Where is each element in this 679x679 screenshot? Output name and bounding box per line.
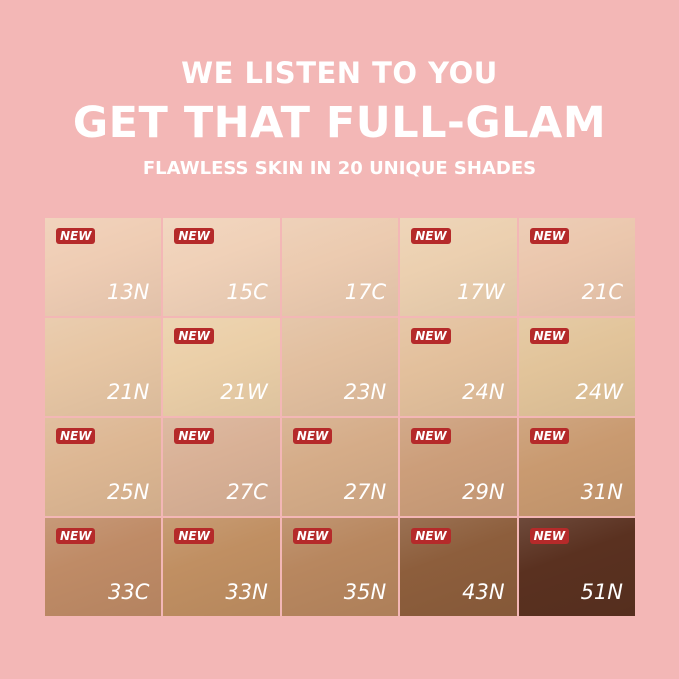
- new-badge: NEW: [411, 428, 451, 444]
- shade-swatch-21w: NEW 21W: [163, 318, 280, 416]
- shade-swatch-33c: NEW 33C: [45, 518, 162, 616]
- new-badge: NEW: [292, 528, 333, 544]
- shade-label: 25N: [106, 480, 150, 504]
- shade-swatch-23n: 23N: [281, 318, 399, 416]
- shade-label: 21W: [220, 380, 268, 404]
- new-badge: NEW: [174, 228, 214, 244]
- shade-swatch-17c: 17C: [281, 218, 399, 316]
- shade-swatch-17w: NEW 17W: [400, 218, 517, 316]
- shade-label: 23N: [343, 380, 387, 404]
- new-badge: NEW: [411, 228, 451, 244]
- shade-swatch-13n: NEW 13N: [45, 218, 162, 316]
- new-badge: NEW: [529, 528, 570, 544]
- new-badge: NEW: [529, 228, 570, 244]
- shade-swatch-31n: NEW 31N: [518, 418, 635, 516]
- shade-label: 33N: [225, 580, 268, 604]
- new-badge: NEW: [174, 528, 214, 544]
- shade-swatch-24w: NEW 24W: [518, 318, 635, 416]
- shade-swatch-25n: NEW 25N: [45, 418, 162, 516]
- shade-label: 24N: [462, 380, 505, 404]
- shade-swatch-21c: NEW 21C: [518, 218, 635, 316]
- shade-label: 21N: [106, 380, 150, 404]
- shade-swatch-21n: 21N: [45, 318, 162, 416]
- shade-grid: NEW 13N NEW 15C 17C NEW 17W NEW 21C 21N NEW 21W 23N N…: [45, 218, 635, 616]
- shade-label: 27N: [343, 480, 387, 504]
- shade-label: 51N: [580, 580, 623, 604]
- headline: GET THAT FULL-GLAM: [72, 98, 607, 148]
- shade-swatch-35n: NEW 35N: [281, 518, 399, 616]
- shade-swatch-29n: NEW 29N: [400, 418, 517, 516]
- new-badge: NEW: [529, 428, 570, 444]
- new-badge: NEW: [174, 328, 214, 344]
- new-badge: NEW: [56, 528, 96, 544]
- shade-swatch-43n: NEW 43N: [400, 518, 517, 616]
- shade-swatch-27n: NEW 27N: [281, 418, 399, 516]
- shade-label: 13N: [106, 280, 150, 304]
- new-badge: NEW: [56, 428, 96, 444]
- shade-swatch-24n: NEW 24N: [400, 318, 517, 416]
- shade-label: 15C: [226, 280, 268, 304]
- new-badge: NEW: [56, 228, 96, 244]
- shade-label: 35N: [343, 580, 387, 604]
- shade-label: 24W: [575, 380, 624, 404]
- new-badge: NEW: [411, 528, 451, 544]
- new-badge: NEW: [292, 428, 333, 444]
- shade-swatch-33n: NEW 33N: [163, 518, 280, 616]
- new-badge: NEW: [529, 328, 570, 344]
- tagline: WE LISTEN TO YOU: [181, 56, 498, 90]
- shade-swatch-51n: NEW 51N: [518, 518, 635, 616]
- shade-swatch-15c: NEW 15C: [163, 218, 280, 316]
- shade-label: 29N: [462, 480, 505, 504]
- shade-label: 33C: [108, 580, 150, 604]
- new-badge: NEW: [174, 428, 214, 444]
- shade-label: 43N: [462, 580, 505, 604]
- shade-label: 21C: [581, 280, 623, 304]
- shade-label: 31N: [580, 480, 623, 504]
- shade-label: 17W: [457, 280, 505, 304]
- shade-label: 27C: [226, 480, 268, 504]
- shade-swatch-27c: NEW 27C: [163, 418, 280, 516]
- shade-label: 17C: [344, 280, 387, 304]
- new-badge: NEW: [411, 328, 451, 344]
- subheadline: FLAWLESS SKIN IN 20 UNIQUE SHADES: [142, 158, 537, 179]
